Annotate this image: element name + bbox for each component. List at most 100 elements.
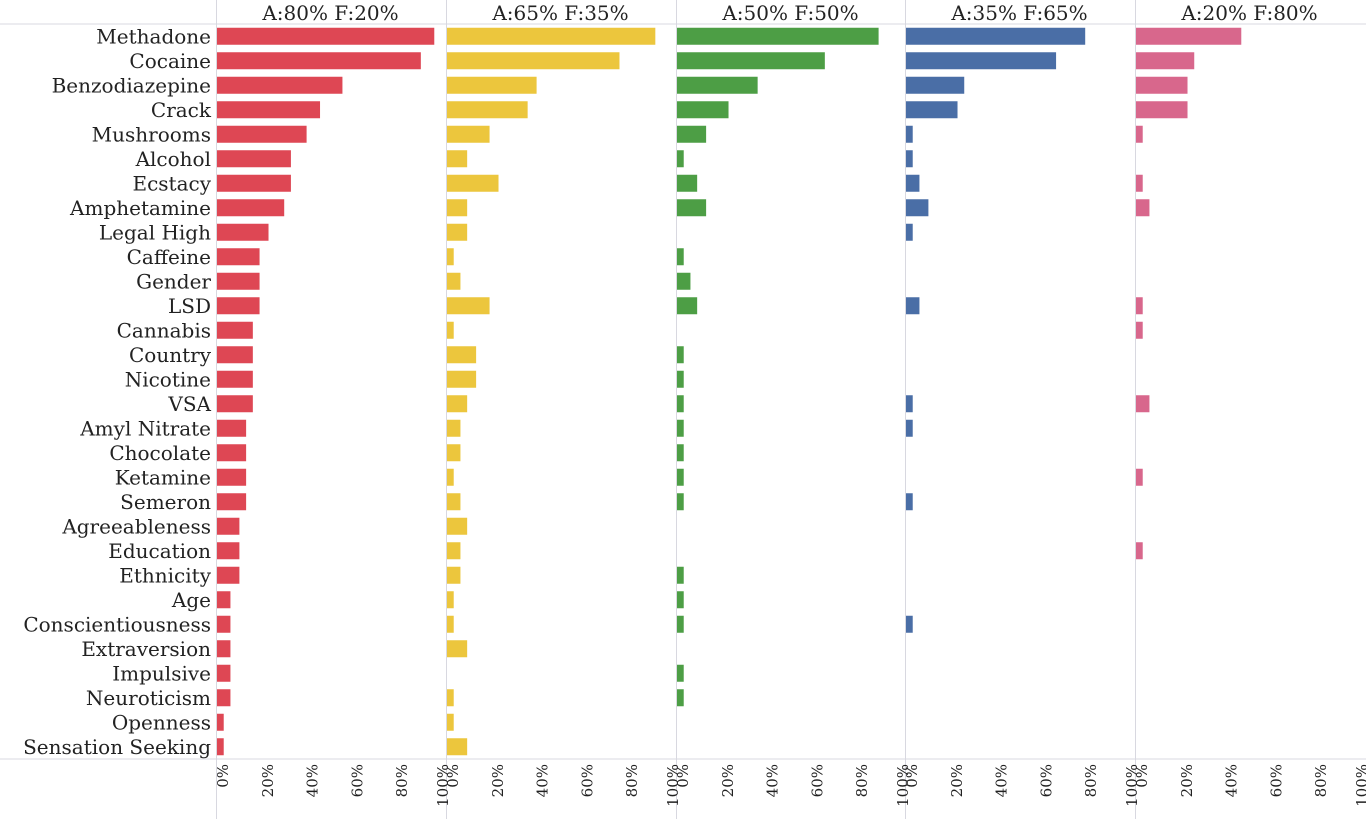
bar [447,272,461,290]
category-label: Conscientiousness [23,612,211,636]
bar [217,517,240,535]
bar [677,52,825,70]
bar [677,346,684,364]
panel-title: A:20% F:80% [1180,1,1317,25]
bar [1136,297,1143,315]
x-tick-label: 100% [1123,764,1141,807]
bar [217,738,224,756]
bar [677,689,684,707]
bar [447,27,656,45]
bar [677,101,729,119]
category-label: Age [171,588,211,612]
bar [447,591,454,609]
bar [447,125,490,143]
bar [677,272,691,290]
x-tick-label: 20% [719,764,737,797]
bar [1136,27,1242,45]
bar [447,419,461,437]
bar [447,738,468,756]
x-tick-label: 0% [674,764,692,788]
x-tick-label: 40% [764,764,782,797]
category-label: VSA [167,392,211,416]
bar [217,174,291,192]
category-label: LSD [168,294,211,318]
bar [217,615,231,633]
bar [677,395,684,413]
x-tick-label: 20% [489,764,507,797]
category-label: Mushrooms [92,122,211,146]
panel-title: A:35% F:65% [950,1,1087,25]
category-label: Chocolate [109,441,211,465]
bar [906,174,920,192]
bar [447,517,468,535]
category-label: Extraversion [81,637,211,661]
bar [217,346,253,364]
bar [906,395,913,413]
x-tick-label: 40% [993,764,1011,797]
bar [906,76,965,94]
bar [217,52,421,70]
bar [217,199,285,217]
panel-title: A:80% F:20% [261,1,398,25]
bar [906,199,929,217]
bar [1136,125,1143,143]
category-label: Impulsive [112,661,211,685]
bar [677,566,684,584]
bar [217,27,435,45]
category-label: Ethnicity [119,563,211,587]
bar [1136,174,1143,192]
x-tick-label: 80% [853,764,871,797]
bar [677,370,684,388]
x-tick-label: 100% [664,764,682,807]
x-tick-label: 100% [894,764,912,807]
bar [217,76,343,94]
category-label: Cannabis [117,318,211,342]
x-tick-label: 40% [1223,764,1241,797]
category-label: Legal High [99,220,211,244]
x-tick-label: 0% [903,764,921,788]
bar [677,199,707,217]
bar [217,493,247,511]
bar [217,272,260,290]
bar [217,101,321,119]
bar [677,664,684,682]
x-tick-label: 20% [259,764,277,797]
category-label: Ecstacy [132,171,211,195]
bar [677,297,698,315]
bar [906,27,1086,45]
bar [217,444,247,462]
bar [447,689,454,707]
bar [447,321,454,339]
bar [217,150,291,168]
bar [677,615,684,633]
bar [677,174,698,192]
category-label: Crack [151,98,212,122]
bar [447,248,454,266]
bar [447,223,468,241]
category-label: Cocaine [129,49,211,73]
category-label: Ketamine [115,465,211,489]
x-tick-label: 80% [623,764,641,797]
bar [447,370,477,388]
bar [447,150,468,168]
bar [447,493,461,511]
bar [447,713,454,731]
category-label: Sensation Seeking [23,735,211,759]
bar [677,27,879,45]
bar [217,713,224,731]
bar [1136,468,1143,486]
bar [217,468,247,486]
category-label: Benzodiazepine [52,73,211,97]
bar [1136,395,1150,413]
x-tick-label: 60% [1037,764,1055,797]
bar [447,640,468,658]
bar [677,468,684,486]
bar [677,150,684,168]
bar [677,591,684,609]
x-tick-label: 100% [434,764,452,807]
bar [217,591,231,609]
bar [1136,542,1143,560]
x-tick-label: 60% [808,764,826,797]
bar [447,297,490,315]
